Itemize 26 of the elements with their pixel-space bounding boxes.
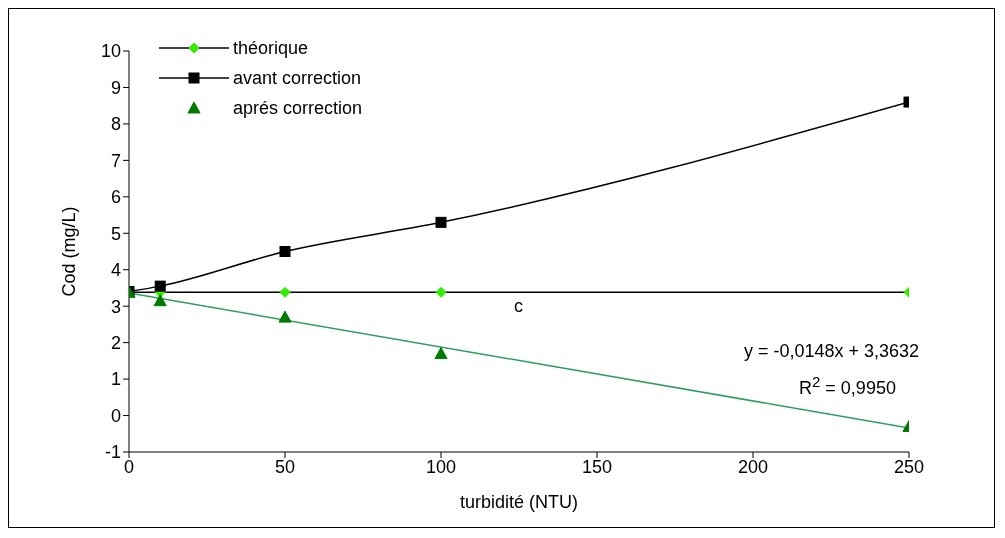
y-tick-label: 9 [110,77,121,98]
y-tick-label: 7 [110,150,121,171]
y-axis-title: Cod (mg/L) [59,206,80,297]
y-tick-label: 2 [110,333,121,354]
annotation: y = -0,0148x + 3,3632 [744,341,920,362]
y-tick-label: 4 [110,260,121,281]
y-tick-label: 3 [110,296,121,317]
y-tick-label: 0 [110,405,121,426]
legend-label: aprés correction [233,97,363,119]
y-tick-label: 5 [110,223,121,244]
x-tick-label: 100 [425,456,457,477]
x-tick-label: 150 [581,456,613,477]
x-tick-label: 0 [123,456,135,477]
x-tick-label: 50 [274,456,296,477]
x-axis-title: turbidité (NTU) [459,492,579,512]
y-tick-label: 1 [110,369,121,390]
y-tick-label: -1 [104,442,121,463]
annotation: c [514,296,523,317]
legend-label: avant correction [233,67,362,89]
y-tick-label: 10 [100,41,121,62]
annotation: R$^{2}$ = 0,9950 [799,373,896,399]
x-tick-label: 250 [893,456,925,477]
legend-label: théorique [233,37,309,59]
x-tick-label: 200 [737,456,769,477]
y-tick-label: 8 [110,114,121,135]
y-tick-label: 6 [110,187,121,208]
